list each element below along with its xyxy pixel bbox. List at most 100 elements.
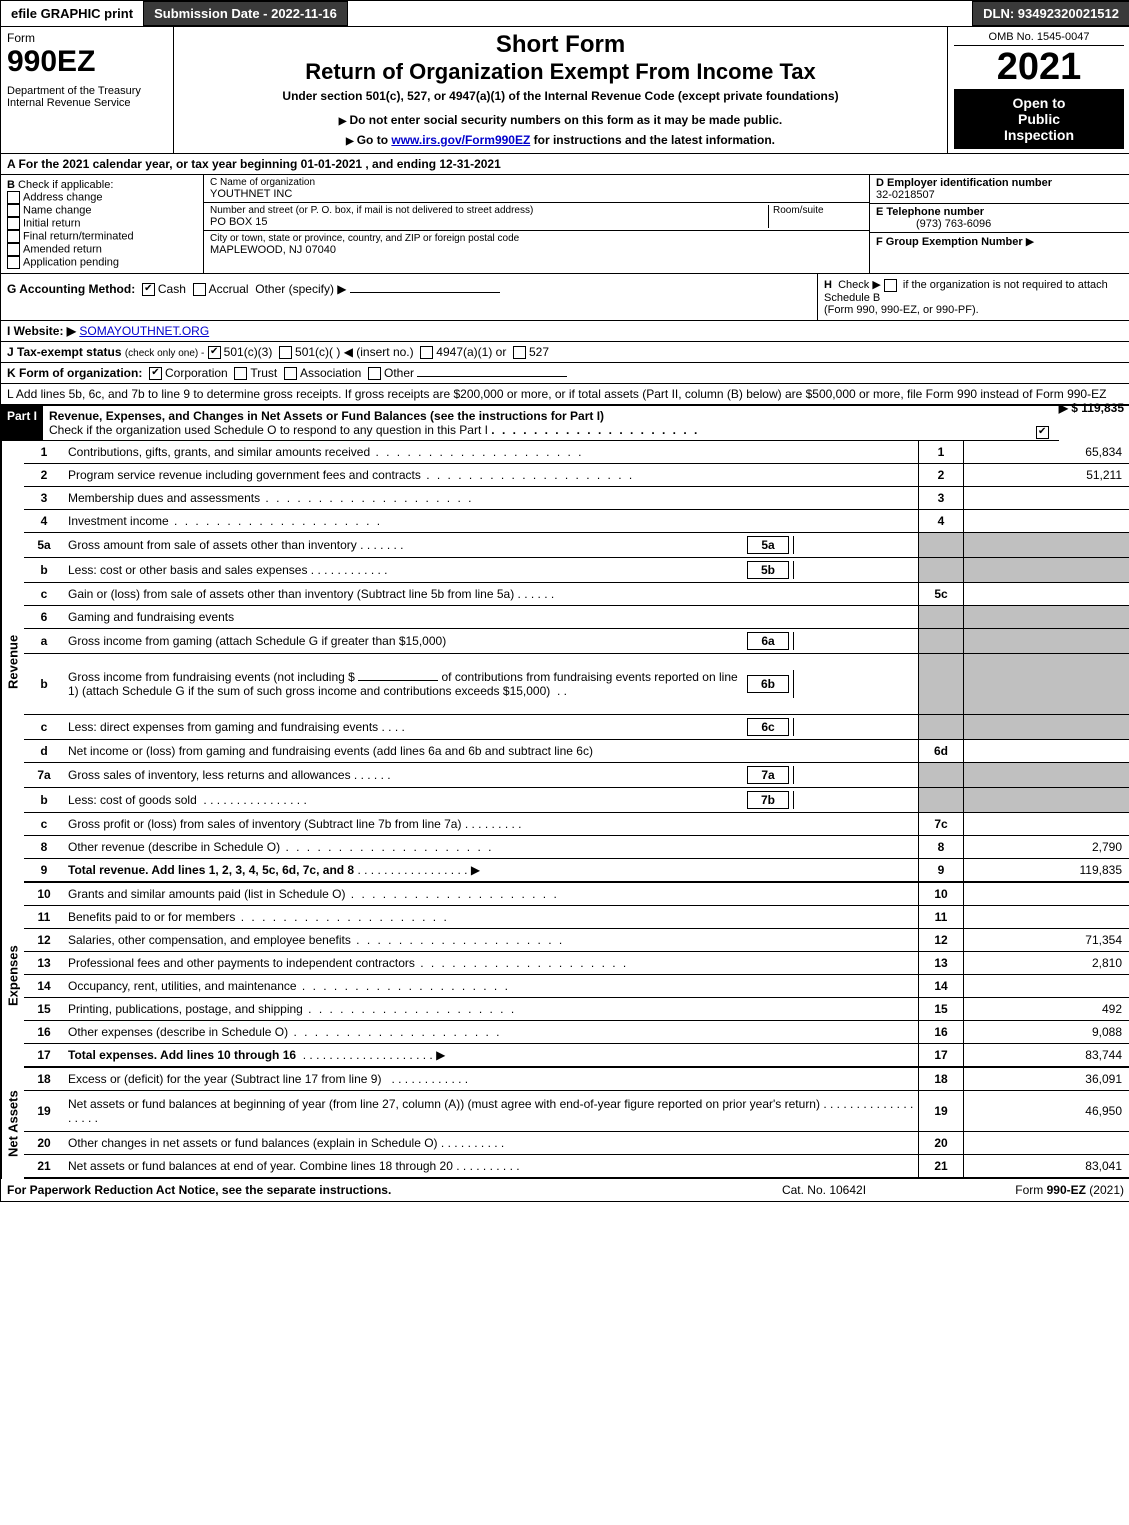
ein-label: D Employer identification number [876,177,1052,189]
netassets-section: Net Assets 18 Excess or (deficit) for th… [1,1068,1129,1179]
section-c: C Name of organization YOUTHNET INC Numb… [204,175,869,273]
line-2-amt: 51,211 [964,464,1129,486]
accounting-method-label: G Accounting Method: [7,282,135,296]
line-12: 12 Salaries, other compensation, and emp… [24,929,1129,952]
form-ref: Form 990-EZ (2021) [924,1183,1124,1197]
line-7a: 7a Gross sales of inventory, less return… [24,763,1129,788]
line-16: 16 Other expenses (describe in Schedule … [24,1021,1129,1044]
cb-schedule-b[interactable] [884,279,897,292]
cb-initial-return[interactable] [7,217,20,230]
line-18: 18 Excess or (deficit) for the year (Sub… [24,1068,1129,1091]
part1-title: Revenue, Expenses, and Changes in Net As… [49,409,604,423]
cb-name-change[interactable] [7,204,20,217]
cb-4947[interactable] [420,346,433,359]
cat-no: Cat. No. 10642I [724,1183,924,1197]
line-6: 6 Gaming and fundraising events [24,606,1129,629]
cb-501c[interactable] [279,346,292,359]
goto-line: Go to www.irs.gov/Form990EZ for instruct… [180,133,941,147]
section-gh: G Accounting Method: Cash Accrual Other … [1,274,1129,321]
info-grid: B Check if applicable: Address change Na… [1,175,1129,274]
expenses-section: Expenses 10 Grants and similar amounts p… [1,883,1129,1068]
line-5b: b Less: cost or other basis and sales ex… [24,558,1129,583]
topbar: efile GRAPHIC print Submission Date - 20… [1,1,1129,27]
line-10: 10 Grants and similar amounts paid (list… [24,883,1129,906]
section-j: J Tax-exempt status (check only one) - 5… [1,342,1129,363]
line-5a: 5a Gross amount from sale of assets othe… [24,533,1129,558]
ssn-warning: Do not enter social security numbers on … [180,113,941,127]
cb-cash[interactable] [142,283,155,296]
room-label: Room/suite [773,205,863,216]
line-6d: d Net income or (loss) from gaming and f… [24,740,1129,763]
line-14: 14 Occupancy, rent, utilities, and maint… [24,975,1129,998]
city-label: City or town, state or province, country… [210,233,863,244]
line-21-amt: 83,041 [964,1155,1129,1177]
line-18-amt: 36,091 [964,1068,1129,1090]
netassets-vert-label: Net Assets [1,1068,24,1179]
header-mid: Short Form Return of Organization Exempt… [174,27,947,153]
line-19: 19 Net assets or fund balances at beginn… [24,1091,1129,1132]
other-specify: Other (specify) ▶ [255,282,346,296]
line-6b: b Gross income from fundraising events (… [24,654,1129,715]
revenue-vert-label: Revenue [1,441,24,883]
cb-address-change[interactable] [7,191,20,204]
cb-association[interactable] [284,367,297,380]
cb-application-pending[interactable] [7,256,20,269]
section-k: K Form of organization: Corporation Trus… [1,363,1129,384]
dept-treasury: Department of the Treasury [7,85,167,97]
line-1: 1 Contributions, gifts, grants, and simi… [24,441,1129,464]
revenue-section: Revenue 1 Contributions, gifts, grants, … [1,441,1129,883]
line-4: 4 Investment income 4 [24,510,1129,533]
tel-value: (973) 763-6096 [876,218,991,230]
cb-amended-return[interactable] [7,243,20,256]
line-17: 17 Total expenses. Add lines 10 through … [24,1044,1129,1068]
line-3: 3 Membership dues and assessments 3 [24,487,1129,510]
under-section: Under section 501(c), 527, or 4947(a)(1)… [180,89,941,103]
omb-no: OMB No. 1545-0047 [954,31,1124,46]
tel-label: E Telephone number [876,206,984,218]
header-left: Form 990EZ Department of the Treasury In… [1,27,174,153]
line-17-amt: 83,744 [964,1044,1129,1066]
efile-print-btn[interactable]: efile GRAPHIC print [1,2,143,25]
website-link[interactable]: SOMAYOUTHNET.ORG [79,324,209,338]
dept-irs: Internal Revenue Service [7,97,167,109]
line-9: 9 Total revenue. Add lines 1, 2, 3, 4, 5… [24,859,1129,883]
cb-527[interactable] [513,346,526,359]
part1-label: Part I [1,406,43,440]
main-title: Return of Organization Exempt From Incom… [180,59,941,85]
cb-trust[interactable] [234,367,247,380]
short-form-title: Short Form [180,31,941,59]
submission-date-btn[interactable]: Submission Date - 2022-11-16 [143,1,348,26]
line-15-amt: 492 [964,998,1129,1020]
line-5c: c Gain or (loss) from sale of assets oth… [24,583,1129,606]
section-b: B Check if applicable: Address change Na… [1,175,204,273]
section-l: L Add lines 5b, 6c, and 7b to line 9 to … [1,384,1129,406]
cb-other-org[interactable] [368,367,381,380]
org-name: YOUTHNET INC [210,188,863,200]
line-13-amt: 2,810 [964,952,1129,974]
line-7c: c Gross profit or (loss) from sales of i… [24,813,1129,836]
header-right: OMB No. 1545-0047 2021 Open to Public In… [947,27,1129,153]
line-21: 21 Net assets or fund balances at end of… [24,1155,1129,1179]
part1-subtitle: Check if the organization used Schedule … [49,423,488,437]
irs-link[interactable]: www.irs.gov/Form990EZ [391,133,530,147]
addr-label: Number and street (or P. O. box, if mail… [210,205,768,216]
cb-corporation[interactable] [149,367,162,380]
cb-501c3[interactable] [208,346,221,359]
cb-final-return[interactable] [7,230,20,243]
cb-schedule-o[interactable] [1036,426,1049,439]
section-h-label: H [824,279,832,291]
cb-accrual[interactable] [193,283,206,296]
ein-value: 32-0218507 [876,189,935,201]
org-name-label: C Name of organization [210,177,863,188]
section-i: I Website: ▶ SOMAYOUTHNET.ORG [1,321,1129,342]
expenses-vert-label: Expenses [1,883,24,1068]
part1-header: Part I Revenue, Expenses, and Changes in… [1,406,1059,441]
line-8: 8 Other revenue (describe in Schedule O)… [24,836,1129,859]
tax-year: 2021 [954,46,1124,89]
line-13: 13 Professional fees and other payments … [24,952,1129,975]
line-8-amt: 2,790 [964,836,1129,858]
dln-label: DLN: 93492320021512 [972,1,1129,26]
form-word: Form [7,31,167,45]
org-address: PO BOX 15 [210,216,768,228]
website-label: I Website: ▶ [7,324,76,338]
